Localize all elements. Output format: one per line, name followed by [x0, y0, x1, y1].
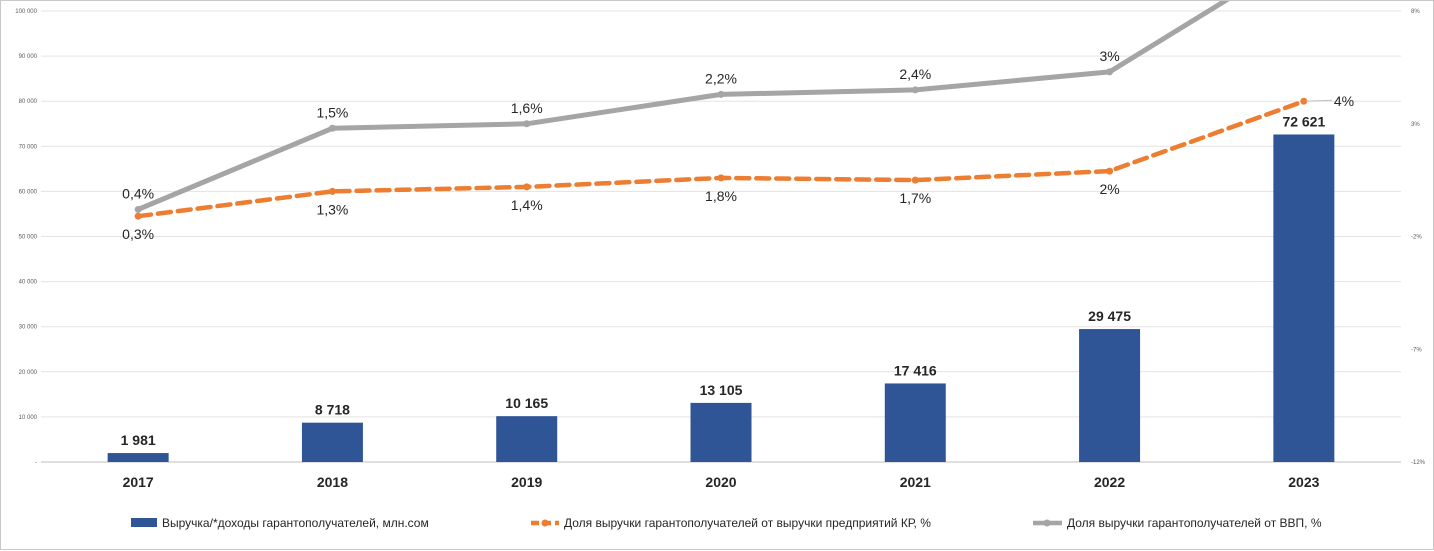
- bar-value-label: 17 416: [894, 362, 937, 378]
- left-axis-tick-label: 10 000: [19, 415, 38, 421]
- enterprise-share-point: [717, 174, 725, 182]
- gdp-share-point: [134, 205, 142, 213]
- gdp-share-label: 1,6%: [511, 100, 543, 116]
- left-axis-tick-label: 100 000: [15, 9, 37, 15]
- left-axis-tick-label: 40 000: [19, 280, 38, 286]
- bar-2021: [884, 383, 946, 462]
- right-axis-tick-label: 3%: [1411, 122, 1420, 128]
- category-label: 2020: [705, 474, 736, 490]
- left-axis-ticks: - 10 000 20 000 30 000 40 000 50 000 60 000 70 …: [15, 9, 37, 466]
- enterprise-share-point: [328, 187, 336, 195]
- bar-value-label: 8 718: [315, 402, 350, 418]
- category-label: 2019: [511, 474, 542, 490]
- gridlines: [41, 10, 1401, 463]
- legend-label: Выручка/*доходы гарантополучателей, млн.…: [162, 516, 429, 530]
- left-axis-tick-label: 90 000: [19, 54, 38, 60]
- enterprise-share-point: [911, 176, 919, 184]
- enterprise-share-point: [134, 212, 142, 220]
- gdp-share-point: [1106, 68, 1114, 76]
- gdp-share-label: 3%: [1099, 48, 1119, 64]
- enterprise-share-point: [1106, 167, 1114, 175]
- enterprise-share-point: [523, 183, 531, 191]
- left-axis-tick-label: 20 000: [19, 370, 38, 376]
- left-axis-tick-label: 70 000: [19, 144, 38, 150]
- category-label: 2022: [1094, 474, 1125, 490]
- category-label: 2021: [900, 474, 931, 490]
- category-label: 2017: [123, 474, 154, 490]
- legend-marker-gdp: [1043, 519, 1051, 527]
- category-labels: 2017 2018 2019 2020 2021 2022 2023: [123, 474, 1320, 490]
- gdp-share-point: [523, 120, 531, 128]
- right-axis-ticks: -12% -7% -2% 3% 8%: [1411, 9, 1426, 466]
- gdp-share-label: 2,2%: [705, 70, 737, 86]
- enterprise-share-label: 1,3%: [316, 201, 348, 217]
- bar-2022: [1079, 329, 1141, 462]
- left-axis-tick-label: 50 000: [19, 235, 38, 241]
- right-axis-tick-label: -12%: [1411, 460, 1426, 466]
- bar-2020: [690, 402, 752, 462]
- enterprise-share-label: 1,7%: [899, 190, 931, 206]
- left-axis-tick-label: -: [35, 460, 37, 466]
- left-axis-tick-label: 30 000: [19, 325, 38, 331]
- revenue-bars: [107, 134, 1335, 462]
- bar-2017: [107, 453, 169, 462]
- left-axis-tick-label: 60 000: [19, 189, 38, 195]
- bar-value-label: 10 165: [505, 395, 548, 411]
- share-lines: [134, 1, 1308, 220]
- category-label: 2023: [1288, 474, 1319, 490]
- right-axis-tick-label: -7%: [1411, 347, 1422, 353]
- gdp-share-label: 0,4%: [122, 185, 154, 201]
- legend: Выручка/*доходы гарантополучателей, млн.…: [131, 516, 1322, 530]
- bar-2019: [496, 416, 558, 462]
- gdp-share-point: [328, 124, 336, 132]
- data-labels: 1 981 8 718 10 165 13 105 17 416 29 475 72 621…: [121, 48, 1354, 448]
- bar-2023: [1273, 134, 1335, 462]
- enterprise-share-label: 1,4%: [511, 197, 543, 213]
- leader-line: [1305, 99, 1332, 102]
- enterprise-share-label: 0,3%: [122, 226, 154, 242]
- gdp-share-label: 1,5%: [316, 104, 348, 120]
- legend-swatch-revenue: [131, 518, 157, 527]
- right-axis-tick-label: 8%: [1411, 9, 1420, 15]
- bar-value-label: 13 105: [700, 382, 743, 398]
- left-axis-tick-label: 80 000: [19, 99, 38, 105]
- gdp-share-label: 2,4%: [899, 66, 931, 82]
- enterprise-share-label: 1,8%: [705, 188, 737, 204]
- gdp-share-point: [717, 90, 725, 98]
- legend-label: Доля выручки гарантополучателей от выруч…: [564, 516, 931, 530]
- legend-label: Доля выручки гарантополучателей от ВВП, …: [1067, 516, 1322, 530]
- right-axis-tick-label: -2%: [1411, 235, 1422, 241]
- bar-value-label: 1 981: [121, 432, 156, 448]
- bar-2018: [301, 422, 363, 462]
- bar-value-label: 72 621: [1282, 113, 1325, 129]
- gdp-share-point: [911, 86, 919, 94]
- enterprise-share-point: [1300, 97, 1308, 105]
- bar-value-label: 29 475: [1088, 308, 1131, 324]
- enterprise-share-label: 2%: [1099, 181, 1119, 197]
- enterprise-share-label: 4%: [1334, 93, 1354, 109]
- legend-marker-enterprise: [541, 519, 549, 527]
- category-label: 2018: [317, 474, 348, 490]
